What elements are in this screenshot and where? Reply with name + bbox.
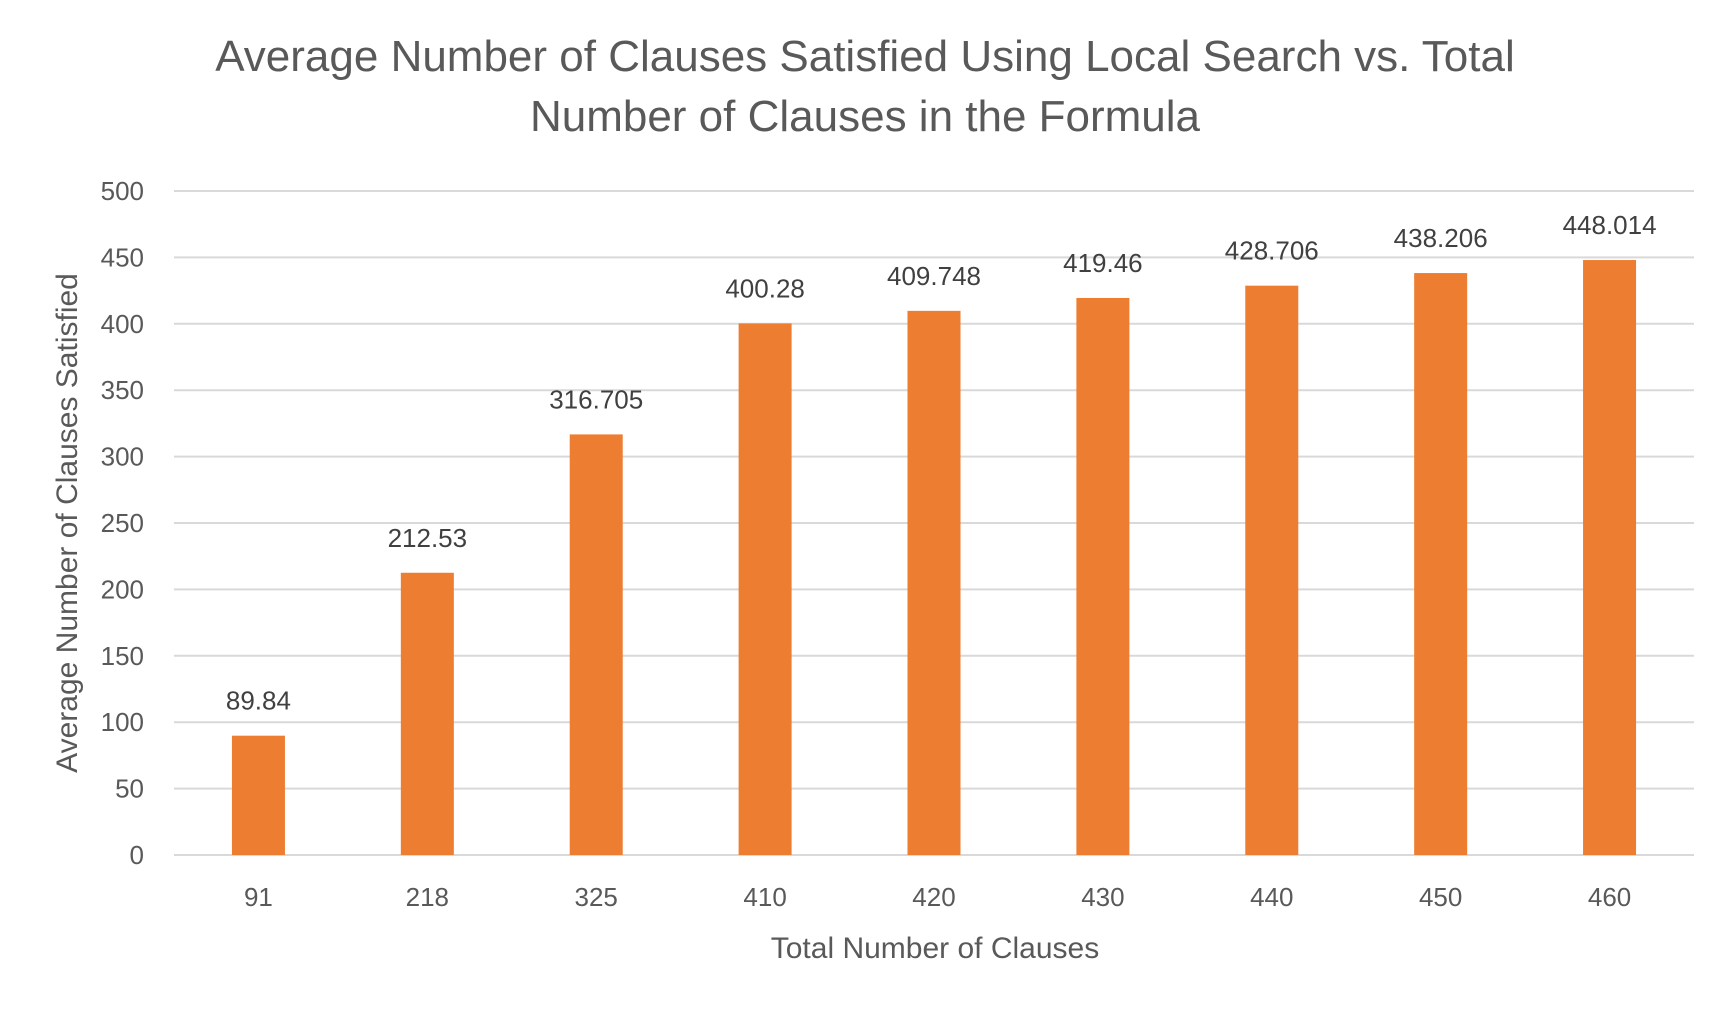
y-tick-label: 200 — [101, 574, 144, 604]
bar-420 — [907, 310, 961, 856]
y-tick-label: 50 — [115, 774, 144, 804]
x-tick-label-420: 420 — [912, 882, 955, 912]
bar-450 — [1414, 273, 1468, 855]
bar-218 — [400, 572, 454, 855]
x-tick-label-430: 430 — [1081, 882, 1124, 912]
data-label-440: 428.706 — [1225, 236, 1319, 266]
bar-410 — [738, 323, 792, 855]
data-label-410: 400.28 — [725, 273, 805, 303]
y-tick-label: 500 — [101, 176, 144, 206]
y-axis-label: Average Number of Clauses Satisfied — [51, 273, 84, 773]
x-tick-label-218: 218 — [406, 882, 449, 912]
data-label-430: 419.46 — [1063, 248, 1143, 278]
x-tick-label-410: 410 — [743, 882, 786, 912]
data-label-450: 438.206 — [1394, 223, 1488, 253]
x-tick-label-460: 460 — [1588, 882, 1631, 912]
chart-title-line-2: Number of Clauses in the Formula — [530, 92, 1201, 141]
data-label-460: 448.014 — [1563, 210, 1657, 240]
bar-430 — [1076, 297, 1130, 855]
bar-325 — [569, 434, 623, 855]
y-tick-label: 100 — [101, 707, 144, 737]
bar-460 — [1583, 260, 1637, 855]
y-tick-label: 150 — [101, 641, 144, 671]
y-tick-label: 0 — [130, 840, 144, 870]
data-label-218: 212.53 — [388, 523, 468, 553]
y-tick-label: 450 — [101, 242, 144, 272]
y-tick-label: 300 — [101, 442, 144, 472]
y-tick-label: 250 — [101, 508, 144, 538]
x-axis-ticks: 91 218 325 410 420 430 440 450 460 — [244, 882, 1631, 912]
data-label-91: 89.84 — [226, 686, 291, 716]
data-label-420: 409.748 — [887, 261, 981, 291]
bar-91 — [231, 735, 285, 855]
y-axis-ticks: 0 50 100 150 200 250 300 350 400 450 500 — [101, 176, 144, 870]
bars — [231, 260, 1637, 856]
y-tick-label: 400 — [101, 309, 144, 339]
data-label-325: 316.705 — [549, 384, 643, 414]
data-labels: 89.84 212.53 316.705 400.28 409.748 419.46 428… — [226, 210, 1657, 716]
chart-title-line-1: Average Number of Clauses Satisfied Usin… — [215, 32, 1514, 81]
x-axis-label: Total Number of Clauses — [771, 932, 1099, 965]
y-tick-label: 350 — [101, 375, 144, 405]
x-tick-label-440: 440 — [1250, 882, 1293, 912]
bar-440 — [1245, 285, 1299, 855]
x-tick-label-450: 450 — [1419, 882, 1462, 912]
x-tick-label-91: 91 — [244, 882, 273, 912]
x-tick-label-325: 325 — [575, 882, 618, 912]
